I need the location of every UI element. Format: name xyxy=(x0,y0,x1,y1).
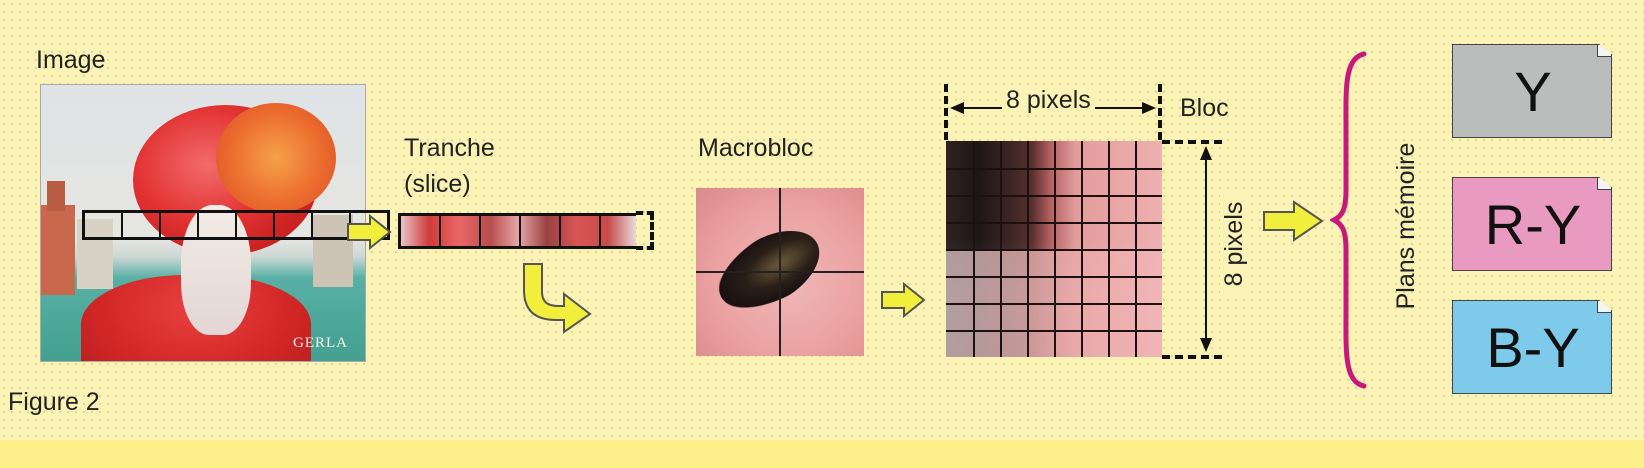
bloc-dash-bottom xyxy=(1162,355,1222,359)
width-label: 8 pixels xyxy=(1002,86,1095,114)
bloc-label: Bloc xyxy=(1180,94,1229,122)
height-label: 8 pixels xyxy=(1220,194,1248,294)
figure-caption: Figure 2 xyxy=(8,388,100,416)
mask-face xyxy=(181,205,251,335)
building xyxy=(41,205,75,295)
strip-divider xyxy=(519,216,521,246)
eye-detail xyxy=(705,214,833,326)
slice-divider xyxy=(121,213,123,237)
macrobloc-image xyxy=(696,188,864,356)
slice-dash-top xyxy=(636,211,654,215)
slice-divider xyxy=(197,213,199,237)
slice-cells xyxy=(85,213,387,237)
slice-dash-end xyxy=(650,212,654,250)
bloc-dash-right xyxy=(1158,84,1162,140)
plane-r-y: R-Y xyxy=(1452,177,1612,271)
grid-line xyxy=(946,330,1162,332)
height-dimension-arrow xyxy=(1200,146,1212,352)
plane-b-y: B-Y xyxy=(1452,300,1612,394)
slice-label-line2: (slice) xyxy=(404,170,471,198)
bottom-band xyxy=(0,440,1644,468)
arrow-right-icon xyxy=(1263,200,1324,242)
plane-b-y-label: B-Y xyxy=(1486,316,1580,379)
grid-line xyxy=(946,303,1162,305)
grid-line xyxy=(946,168,1162,170)
slice-divider xyxy=(273,213,275,237)
bloc-dash-left xyxy=(944,84,948,140)
building xyxy=(313,215,353,287)
strip-divider xyxy=(439,216,441,246)
arrow-right-icon xyxy=(881,282,926,318)
strip-divider xyxy=(599,216,601,246)
grid-line xyxy=(946,249,1162,251)
strip-divider xyxy=(559,216,561,246)
building xyxy=(47,181,65,211)
image-signature: GERLA xyxy=(293,335,348,351)
bloc-dash-top xyxy=(1162,140,1222,144)
slice-divider xyxy=(235,213,237,237)
strip-divider xyxy=(479,216,481,246)
orange-headdress xyxy=(216,103,336,213)
macrobloc-label: Macrobloc xyxy=(698,134,814,162)
plane-y: Y xyxy=(1452,44,1612,138)
slice-filmstrip xyxy=(398,213,636,249)
curved-arrow-icon xyxy=(523,263,592,334)
grid-line xyxy=(946,222,1162,224)
plane-y-label: Y xyxy=(1514,60,1552,123)
slice-divider xyxy=(311,213,313,237)
memory-planes-label: Plans mémoire xyxy=(1392,142,1420,310)
slice-label-line1: Tranche xyxy=(404,134,495,162)
slice-outline xyxy=(82,210,390,240)
image-label: Image xyxy=(36,46,106,74)
arrow-right-icon xyxy=(347,214,392,250)
plane-r-y-label: R-Y xyxy=(1484,193,1582,256)
slice-dash-bottom xyxy=(636,246,654,250)
brace-icon xyxy=(1330,51,1367,389)
grid-line xyxy=(946,195,1162,197)
bloc-pixel-grid xyxy=(946,141,1162,357)
macrobloc-divider-horizontal xyxy=(696,271,864,273)
grid-line xyxy=(946,276,1162,278)
slice-divider xyxy=(159,213,161,237)
